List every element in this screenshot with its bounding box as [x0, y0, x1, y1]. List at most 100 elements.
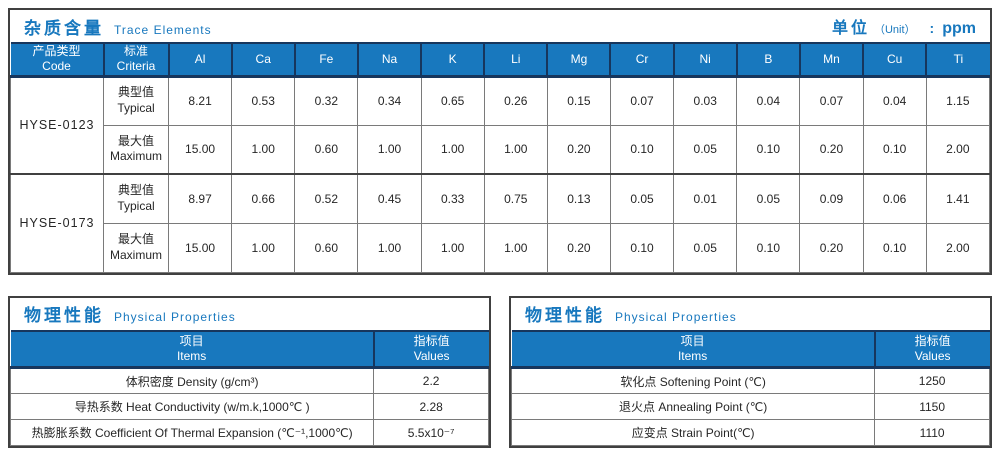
value-cell: 0.05	[609, 173, 675, 224]
value-cell: 1.00	[420, 222, 485, 273]
physical-right-header-row: 项目 Items 指标值 Values	[511, 329, 990, 369]
property-value: 2.2	[373, 367, 489, 394]
value-cell: 15.00	[167, 222, 233, 273]
col-header-items: 项目 Items	[511, 329, 875, 369]
col-header-values: 指标值 Values	[873, 329, 990, 369]
col-header-values: 指标值 Values	[372, 329, 489, 369]
value-cell: 0.10	[862, 222, 927, 273]
table-row: 最大值 Maximum 15.00 1.00 0.60 1.00 1.00 1.…	[11, 222, 991, 273]
table-row: HYSE-0123 典型值 Typical 8.21 0.53 0.32 0.3…	[10, 75, 991, 175]
value-cell: 0.05	[673, 124, 738, 175]
physical-left-header-row: 项目 Items 指标值 Values	[10, 329, 489, 369]
value-cell: 0.20	[799, 222, 864, 273]
value-cell: 0.07	[609, 75, 675, 126]
value-cell: 0.60	[294, 124, 359, 175]
value-cell: 0.45	[357, 173, 422, 224]
physical-right-title-bar: 物理性能 Physical Properties	[511, 297, 990, 330]
value-cell: 0.33	[420, 173, 485, 224]
value-cell: 1.00	[357, 124, 422, 175]
element-col-header: Ti	[925, 42, 990, 78]
value-cell: 1.00	[357, 222, 422, 273]
criteria-cell: 最大值 Maximum	[103, 124, 169, 175]
trace-elements-title-bar: 杂质含量 Trace Elements 单位 （Unit） : ppm	[10, 10, 990, 42]
element-col-header: Mg	[546, 42, 611, 78]
property-value: 2.28	[373, 393, 489, 420]
trace-elements-panel: 杂质含量 Trace Elements 单位 （Unit） : ppm 产品类型…	[8, 8, 992, 275]
physical-properties-panel-left: 物理性能 Physical Properties 项目 Items 指标值 Va…	[8, 295, 491, 448]
value-cell: 0.13	[546, 173, 611, 224]
value-cell: 0.66	[231, 173, 296, 224]
value-cell: 1.00	[483, 124, 548, 175]
element-col-header: Cu	[862, 42, 927, 78]
value-cell: 0.04	[862, 75, 927, 126]
table-row: HYSE-0173 典型值 Typical 8.97 0.66 0.52 0.4…	[10, 173, 991, 273]
property-item: 导热系数 Heat Conductivity (w/m.k,1000℃ )	[9, 393, 375, 420]
value-cell: 0.34	[357, 75, 422, 126]
trace-elements-title: 杂质含量 Trace Elements	[24, 14, 212, 39]
col-header-criteria: 标准 Criteria	[102, 42, 169, 78]
value-cell: 0.04	[736, 75, 801, 126]
value-cell: 8.21	[167, 75, 233, 126]
value-cell: 0.10	[862, 124, 927, 175]
unit-paren: （Unit）	[873, 24, 916, 36]
value-cell: 0.05	[673, 222, 738, 273]
physical-right-title: 物理性能 Physical Properties	[525, 301, 737, 326]
physical-left-title-zh: 物理性能	[24, 306, 104, 325]
value-cell: 0.03	[673, 75, 738, 126]
table-row: 应变点 Strain Point(℃) 1110	[510, 419, 990, 446]
value-cell: 0.15	[546, 75, 611, 126]
table-row: 热膨胀系数 Coefficient Of Thermal Expansion (…	[9, 419, 489, 446]
element-col-header: Al	[167, 42, 232, 78]
element-col-header: Fe	[293, 42, 358, 78]
physical-left-title-en: Physical Properties	[114, 310, 236, 324]
element-col-header: Cr	[609, 42, 674, 78]
value-cell: 0.75	[483, 173, 548, 224]
value-cell: 2.00	[925, 124, 991, 175]
value-cell: 0.65	[420, 75, 485, 126]
element-col-header: Mn	[798, 42, 864, 78]
property-value: 5.5x10⁻⁷	[373, 419, 489, 446]
physical-properties-row: 物理性能 Physical Properties 项目 Items 指标值 Va…	[8, 295, 992, 448]
physical-properties-panel-right: 物理性能 Physical Properties 项目 Items 指标值 Va…	[509, 295, 992, 448]
value-cell: 0.60	[294, 222, 359, 273]
unit-label: 单位 （Unit） : ppm	[832, 14, 976, 38]
product-code: HYSE-0123	[10, 75, 104, 175]
value-cell: 0.32	[294, 75, 359, 126]
value-cell: 0.20	[546, 124, 611, 175]
value-cell: 0.06	[862, 173, 927, 224]
table-row: 最大值 Maximum 15.00 1.00 0.60 1.00 1.00 1.…	[11, 124, 991, 175]
property-item: 退火点 Annealing Point (℃)	[510, 393, 876, 420]
physical-right-title-zh: 物理性能	[525, 306, 605, 325]
property-value: 1110	[874, 419, 990, 446]
value-cell: 1.00	[483, 222, 548, 273]
element-col-header: Li	[483, 42, 548, 78]
value-cell: 15.00	[167, 124, 233, 175]
value-cell: 0.10	[609, 222, 675, 273]
table-row: 导热系数 Heat Conductivity (w/m.k,1000℃ ) 2.…	[9, 393, 489, 420]
unit-colon: :	[929, 20, 935, 36]
physical-left-title-bar: 物理性能 Physical Properties	[10, 297, 489, 330]
value-cell: 0.10	[736, 222, 801, 273]
property-item: 热膨胀系数 Coefficient Of Thermal Expansion (…	[9, 419, 375, 446]
trace-header-row: 产品类型 Code 标准 Criteria Al Ca Fe Na K Li M…	[10, 42, 990, 78]
property-item: 软化点 Softening Point (℃)	[510, 367, 876, 394]
trace-title-zh: 杂质含量	[24, 18, 104, 38]
criteria-cell: 最大值 Maximum	[103, 222, 169, 273]
value-cell: 1.15	[925, 75, 991, 126]
element-col-header: B	[735, 42, 800, 78]
product-code: HYSE-0173	[10, 173, 104, 273]
value-cell: 0.09	[799, 173, 864, 224]
value-cell: 0.05	[736, 173, 801, 224]
element-col-header: K	[420, 42, 485, 78]
value-cell: 0.20	[546, 222, 611, 273]
value-cell: 8.97	[167, 173, 233, 224]
unit-value: ppm	[942, 20, 976, 37]
trace-elements-table: 产品类型 Code 标准 Criteria Al Ca Fe Na K Li M…	[10, 42, 991, 273]
property-value: 1150	[874, 393, 990, 420]
criteria-cell: 典型值 Typical	[103, 173, 169, 224]
value-cell: 0.01	[673, 173, 738, 224]
unit-zh: 单位	[831, 20, 870, 37]
element-col-header: Ca	[230, 42, 295, 78]
value-cell: 0.07	[799, 75, 864, 126]
property-item: 应变点 Strain Point(℃)	[510, 419, 876, 446]
